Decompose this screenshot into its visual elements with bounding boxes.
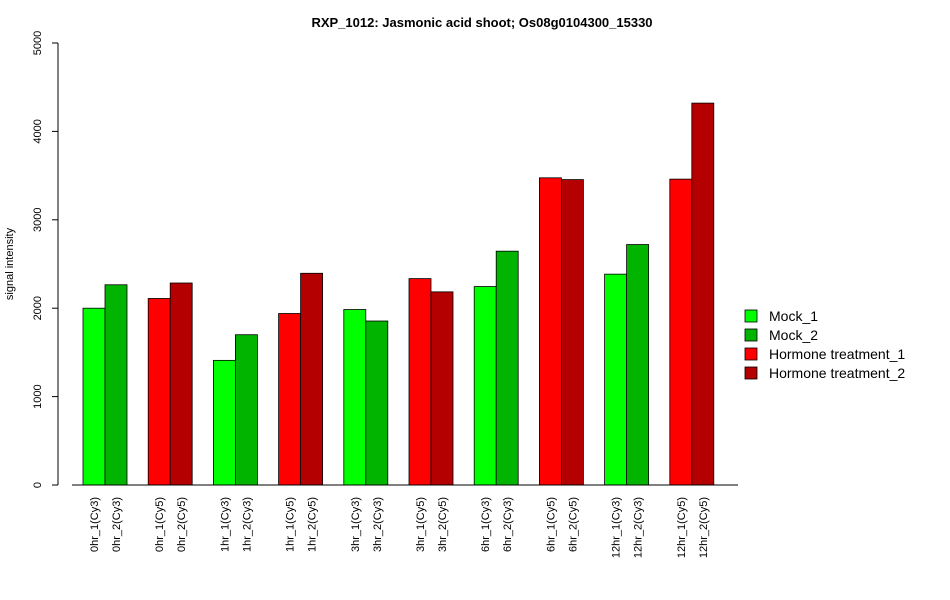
bar (430, 291, 454, 486)
bar (669, 178, 693, 486)
bar (104, 284, 128, 486)
bar (473, 286, 497, 486)
y-tick-label: 1000 (32, 384, 44, 408)
x-tick-label: 1hr_2(Cy3) (241, 497, 253, 552)
bar (604, 273, 627, 486)
bar (169, 282, 193, 486)
x-axis: 0hr_1(Cy3) 0hr_2(Cy3) 0hr_1(Cy5) 0hr_2(Cy5)… (72, 484, 738, 558)
bar (234, 334, 258, 486)
bar (691, 102, 715, 486)
bar (300, 272, 324, 486)
x-tick-label: 12hr_1(Cy3) (611, 497, 623, 558)
x-tick-label: 1hr_1(Cy3) (219, 497, 231, 552)
y-tick-label: 0 (32, 482, 44, 488)
legend-label: Mock_2 (769, 327, 818, 343)
legend-label: Mock_1 (769, 308, 818, 324)
y-axis-label: signal intensity (4, 227, 16, 300)
bar (495, 250, 519, 486)
x-tick-label: 1hr_2(Cy5) (307, 497, 319, 552)
x-tick-label: 0hr_1(Cy3) (89, 497, 101, 552)
x-tick-label: 3hr_1(Cy5) (415, 497, 427, 552)
bars (82, 102, 715, 486)
x-tick-label: 12hr_1(Cy5) (676, 497, 688, 558)
x-tick-label: 6hr_2(Cy3) (502, 497, 514, 552)
x-tick-label: 3hr_2(Cy3) (372, 497, 384, 552)
x-tick-label: 6hr_1(Cy5) (545, 497, 557, 552)
bar (539, 177, 562, 486)
bar (365, 320, 389, 486)
legend-swatch (744, 309, 758, 323)
y-tick-label: 3000 (32, 208, 44, 232)
bar (147, 298, 171, 486)
x-tick-label: 3hr_1(Cy3) (350, 497, 362, 552)
x-tick-label: 12hr_2(Cy5) (698, 497, 710, 558)
x-tick-label: 3hr_2(Cy5) (437, 497, 449, 552)
bar (278, 313, 302, 486)
legend: Mock_1 Mock_2 Hormone treatment_1 Hormone t… (744, 308, 905, 381)
x-tick-label: 6hr_2(Cy5) (567, 497, 579, 552)
bar (561, 179, 584, 486)
bar (212, 359, 236, 486)
chart-title: RXP_1012: Jasmonic acid shoot; Os08g0104… (311, 15, 652, 30)
x-tick-label: 0hr_2(Cy5) (176, 497, 188, 552)
x-tick-label: 0hr_1(Cy5) (154, 497, 166, 552)
y-tick-label: 5000 (32, 31, 44, 55)
legend-label: Hormone treatment_2 (769, 365, 905, 381)
bar (408, 278, 432, 486)
x-tick-label: 12hr_2(Cy3) (633, 497, 645, 558)
bar (626, 244, 649, 486)
x-tick-label: 1hr_1(Cy5) (285, 497, 297, 552)
y-tick-label: 2000 (32, 296, 44, 320)
y-tick-label: 4000 (32, 119, 44, 143)
bar (82, 307, 106, 486)
y-axis: 0 1000 2000 3000 4000 5000 (32, 31, 59, 488)
x-tick-label: 6hr_1(Cy3) (480, 497, 492, 552)
x-tick-label: 0hr_2(Cy3) (111, 497, 123, 552)
legend-label: Hormone treatment_1 (769, 346, 905, 362)
bar (343, 309, 367, 486)
legend-swatch (744, 328, 758, 342)
legend-swatch (744, 347, 758, 361)
legend-swatch (744, 366, 758, 380)
